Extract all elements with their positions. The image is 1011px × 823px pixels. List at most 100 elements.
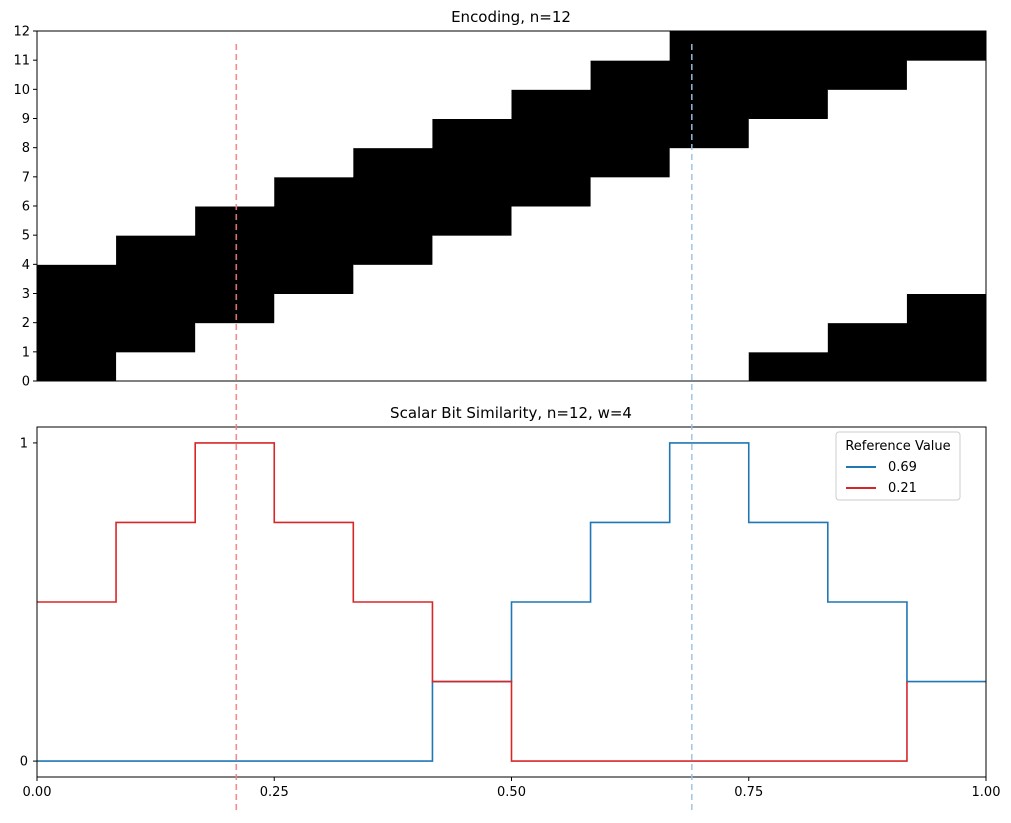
encoding-cell (195, 60, 275, 90)
encoding-cell (511, 89, 592, 119)
encoding-cell (116, 89, 196, 119)
similarity-y-ticks: 01 (20, 436, 37, 770)
encoding-cell (511, 176, 592, 207)
encoding-cell (669, 89, 750, 119)
similarity-title: Scalar Bit Similarity, n=12, w=4 (390, 404, 632, 422)
encoding-cell (432, 176, 512, 207)
y-tick-label: 5 (22, 229, 30, 244)
similarity-frame (36, 426, 987, 778)
encoding-cell (590, 60, 671, 90)
encoding-cell (748, 206, 829, 236)
y-tick-label: 0 (20, 755, 28, 770)
encoding-cell (116, 293, 196, 324)
x-tick-label: 0.25 (260, 785, 289, 800)
encoding-cell (432, 293, 512, 324)
encoding-cell (906, 89, 987, 119)
encoding-cell (116, 31, 196, 61)
encoding-cell (274, 235, 354, 265)
encoding-cell (827, 118, 908, 149)
encoding-cell (748, 264, 829, 294)
encoding-cell (906, 264, 987, 294)
encoding-cell (37, 293, 117, 324)
encoding-cell (511, 235, 592, 265)
encoding-cell (274, 31, 354, 61)
encoding-cell (827, 235, 908, 265)
y-tick-label: 3 (22, 287, 30, 302)
encoding-cell (511, 322, 592, 353)
encoding-cell (906, 147, 987, 178)
encoding-cell (37, 60, 117, 90)
encoding-cell (590, 89, 671, 119)
encoding-cell (353, 293, 433, 324)
y-tick-label: 6 (22, 200, 30, 215)
y-tick-label: 8 (22, 141, 30, 156)
encoding-cell (748, 89, 829, 119)
encoding-cell (590, 351, 671, 382)
encoding-cell (195, 147, 275, 178)
encoding-cell (669, 118, 750, 149)
encoding-cell (748, 322, 829, 353)
encoding-cell (432, 31, 512, 61)
encoding-cell (116, 176, 196, 207)
encoding-cell (195, 264, 275, 294)
encoding-cell (274, 118, 354, 149)
encoding-cell (511, 60, 592, 90)
encoding-cell (906, 322, 987, 353)
legend-box (835, 431, 961, 501)
legend: Reference Value 0.69 0.21 (835, 431, 961, 501)
encoding-cell (274, 322, 354, 353)
encoding-cell (432, 89, 512, 119)
encoding-cell (37, 206, 117, 236)
encoding-cell (116, 322, 196, 353)
encoding-cell (353, 322, 433, 353)
encoding-cell (511, 264, 592, 294)
encoding-cell (195, 322, 275, 353)
similarity-panel: Scalar Bit Similarity, n=12, w=4 01 0.00… (20, 404, 1001, 800)
encoding-cell (590, 206, 671, 236)
encoding-cell (274, 176, 354, 207)
encoding-cell (274, 264, 354, 294)
encoding-cell (353, 351, 433, 382)
encoding-cell (353, 176, 433, 207)
encoding-cell (748, 31, 829, 61)
encoding-cell (37, 31, 117, 61)
encoding-cell (669, 60, 750, 90)
encoding-cell (432, 118, 512, 149)
encoding-cell (116, 118, 196, 149)
encoding-cell (590, 31, 671, 61)
encoding-cell (669, 264, 750, 294)
encoding-cell (37, 89, 117, 119)
encoding-cell (37, 351, 117, 382)
y-tick-label: 4 (22, 258, 30, 273)
encoding-cell (827, 206, 908, 236)
y-tick-label: 9 (22, 112, 30, 127)
encoding-cell (590, 176, 671, 207)
encoding-cell (116, 264, 196, 294)
encoding-cell (353, 60, 433, 90)
encoding-cell (353, 118, 433, 149)
encoding-cell (195, 293, 275, 324)
encoding-cell (274, 351, 354, 382)
encoding-cell (432, 235, 512, 265)
encoding-cell (432, 264, 512, 294)
encoding-cell (195, 351, 275, 382)
encoding-cell (37, 176, 117, 207)
encoding-cell (906, 206, 987, 236)
encoding-cell (195, 176, 275, 207)
encoding-cell (116, 147, 196, 178)
encoding-cell (669, 351, 750, 382)
encoding-cell (274, 60, 354, 90)
encoding-cell (353, 264, 433, 294)
y-tick-label: 2 (22, 316, 30, 331)
encoding-cell (511, 118, 592, 149)
encoding-cell (669, 235, 750, 265)
encoding-cell (116, 235, 196, 265)
legend-title: Reference Value (845, 439, 950, 454)
encoding-cell (353, 235, 433, 265)
encoding-cell (511, 293, 592, 324)
encoding-cell (432, 351, 512, 382)
encoding-cell (827, 60, 908, 90)
encoding-cell (827, 89, 908, 119)
